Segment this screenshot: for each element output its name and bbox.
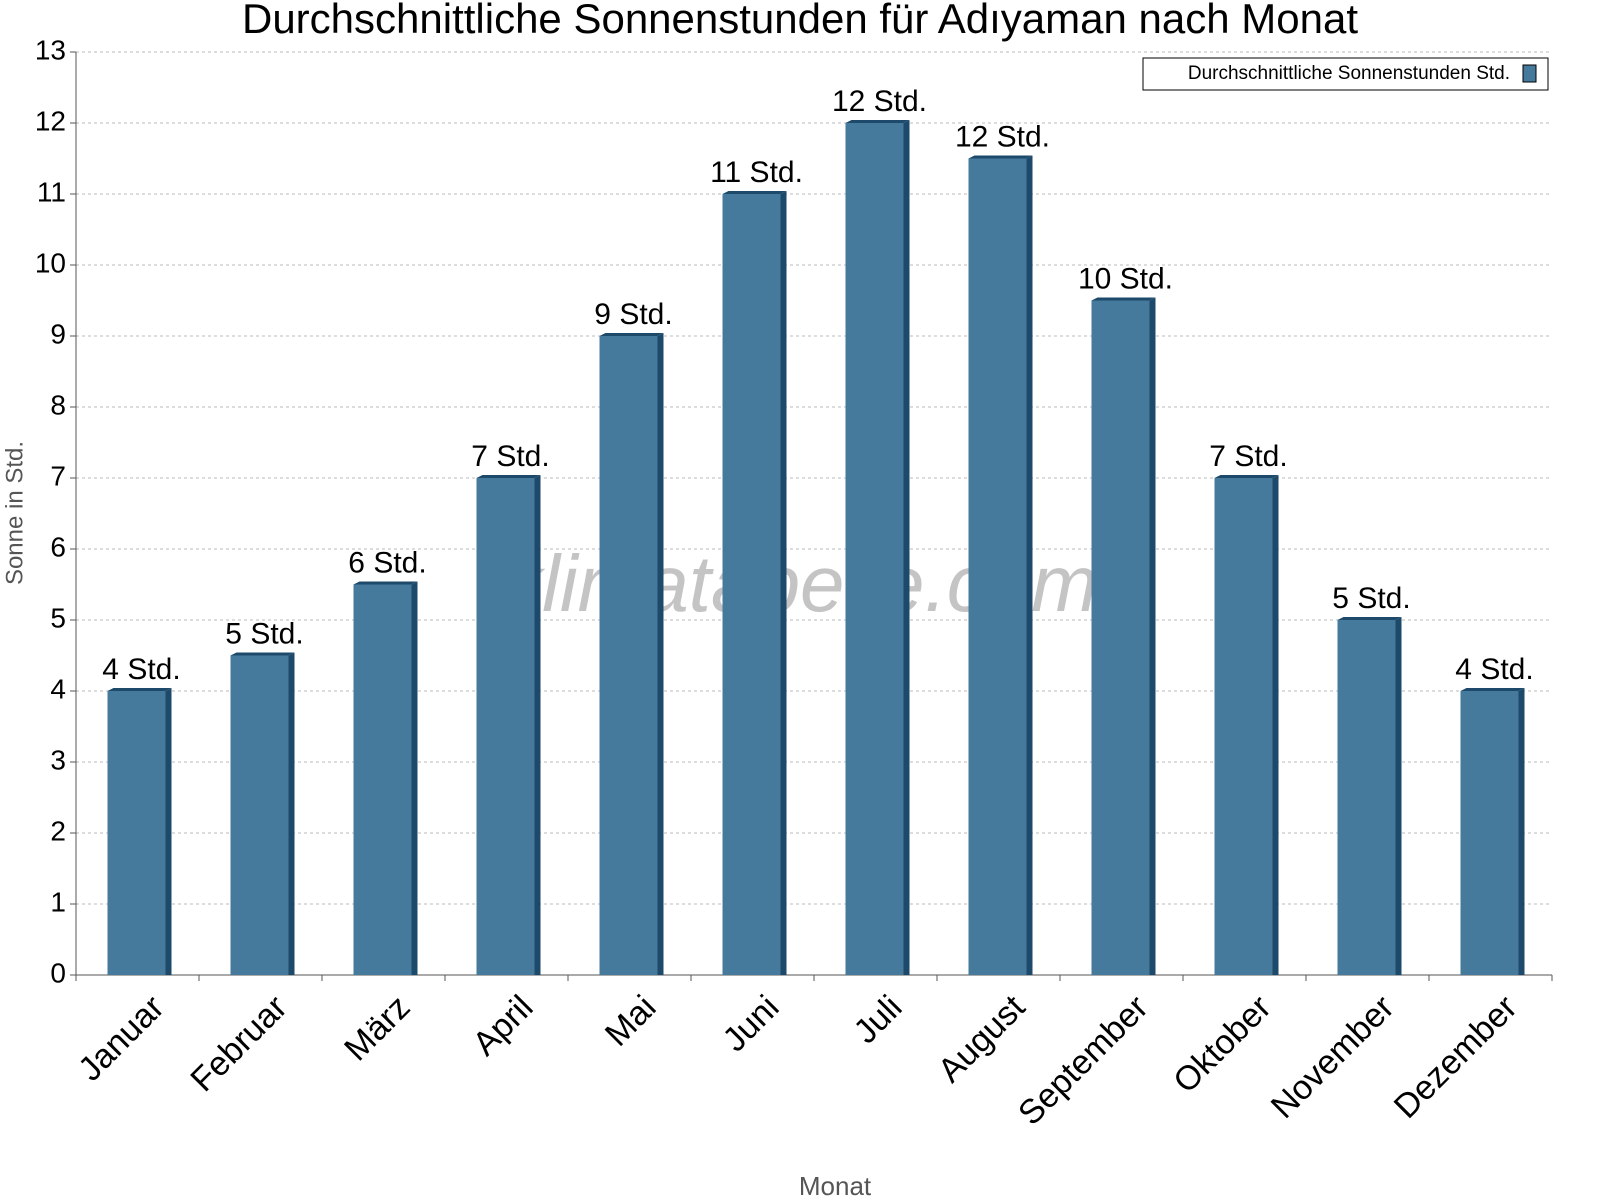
y-tick-label: 2 xyxy=(50,815,66,846)
legend-box xyxy=(1142,57,1549,91)
value-label: 7 Std. xyxy=(1209,440,1287,473)
y-tick-label: 13 xyxy=(35,34,66,65)
y-tick-label: 8 xyxy=(50,389,66,420)
bar-shade xyxy=(1091,297,1156,301)
bar xyxy=(1337,620,1396,975)
value-label: 5 Std. xyxy=(225,617,303,650)
y-tick-label: 12 xyxy=(35,105,66,136)
bar-shade xyxy=(1337,617,1402,620)
bar xyxy=(722,194,781,975)
y-tick-label: 10 xyxy=(35,247,66,278)
bar xyxy=(353,584,412,975)
y-tick-label: 0 xyxy=(50,957,66,988)
bar-shade xyxy=(107,688,172,691)
y-tick-label: 9 xyxy=(50,318,66,349)
bar-shade xyxy=(1518,688,1525,975)
bar xyxy=(1091,300,1150,975)
bar-shade xyxy=(165,688,172,975)
value-label: 5 Std. xyxy=(1332,582,1410,615)
bar-shade xyxy=(288,652,295,975)
y-tick-label: 7 xyxy=(50,460,66,491)
y-tick-label: 6 xyxy=(50,531,66,562)
y-tick-label: 4 xyxy=(50,673,66,704)
value-label: 10 Std. xyxy=(1078,262,1173,295)
legend: Durchschnittliche Sonnenstunden Std. xyxy=(1142,57,1549,91)
legend-label: Durchschnittliche Sonnenstunden Std. xyxy=(1188,63,1510,84)
y-tick-label: 11 xyxy=(37,176,66,207)
value-label: 11 Std. xyxy=(710,156,803,189)
bar xyxy=(1460,691,1519,975)
bar xyxy=(845,123,904,975)
bar-shade xyxy=(1395,617,1402,975)
bar xyxy=(599,336,658,975)
bar-shade xyxy=(230,652,295,656)
bar-shade xyxy=(845,120,910,123)
bar-shade xyxy=(1149,297,1156,975)
value-label: 12 Std. xyxy=(955,120,1050,153)
bar-shade xyxy=(1214,475,1279,478)
bar xyxy=(968,158,1027,975)
bar-shade xyxy=(780,191,787,975)
value-label: 7 Std. xyxy=(471,440,549,473)
bar-shade xyxy=(722,191,787,194)
y-axis-title: Sonne in Std. xyxy=(1,441,28,585)
bar-shade xyxy=(534,475,541,975)
bar-shade xyxy=(903,120,910,975)
value-label: 4 Std. xyxy=(1455,653,1533,686)
bar-shade xyxy=(1272,475,1279,975)
value-label: 9 Std. xyxy=(594,298,672,331)
bar-shade xyxy=(657,333,664,975)
bar-shade xyxy=(476,475,541,478)
legend-swatch xyxy=(1522,64,1537,83)
value-label: 6 Std. xyxy=(348,546,426,579)
bar xyxy=(476,478,535,975)
y-tick-label: 1 xyxy=(50,886,66,917)
value-label: 12 Std. xyxy=(832,85,927,118)
bar-shade xyxy=(1460,688,1525,691)
y-tick-label: 5 xyxy=(50,602,66,633)
bar-shade xyxy=(599,333,664,336)
bar-shade xyxy=(411,581,418,975)
chart-title: Durchschnittliche Sonnenstunden für Adıy… xyxy=(242,0,1358,42)
value-label: 4 Std. xyxy=(102,653,180,686)
bar-shade xyxy=(353,581,418,585)
bar-shade xyxy=(1026,155,1033,975)
y-tick-label: 3 xyxy=(50,744,66,775)
bar-shade xyxy=(968,155,1033,159)
bar xyxy=(107,691,166,975)
bar xyxy=(1214,478,1273,975)
bar xyxy=(230,655,289,975)
x-axis-title: Monat xyxy=(799,1171,872,1200)
